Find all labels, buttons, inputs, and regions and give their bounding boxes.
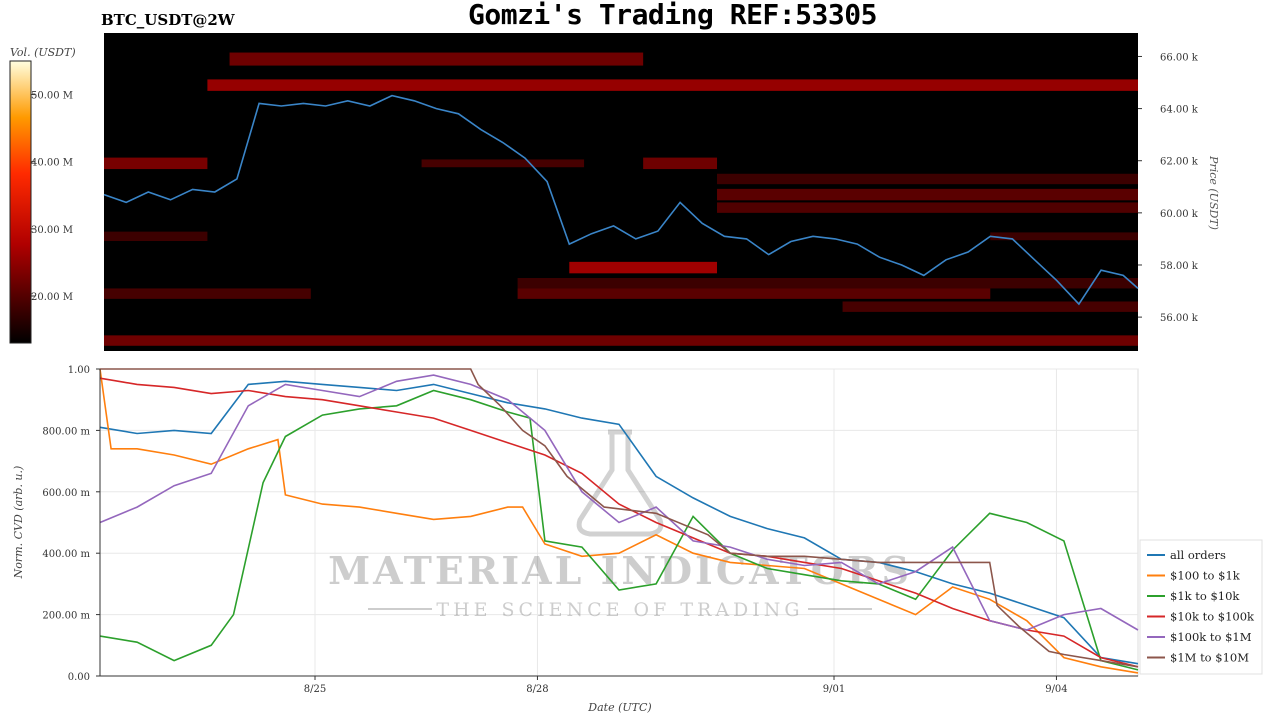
heatmap-band [104,231,208,242]
heatmap-band [421,159,585,168]
price-tick-label: 56.00 k [1160,313,1199,324]
series-line-5 [100,368,1139,668]
series-line-1 [99,368,1139,674]
heatmap-band [104,288,311,299]
chart-title: Gomzi's Trading REF:53305 [468,0,877,31]
x-axis-label: Date (UTC) [587,701,651,714]
y-tick-label: 800.00 m [42,426,90,437]
heatmap-band [990,232,1138,241]
heatmap-band [229,52,644,66]
colorbar-tick-label: 30.00 M [31,225,73,236]
series-line-0 [99,380,1139,665]
heatmap-band [643,157,718,170]
colorbar-tick-label: 40.00 M [31,158,73,169]
colorbar-tick-label: 20.00 M [31,292,73,303]
flask-icon [576,429,664,537]
watermark-brand: MATERIAL INDICATORS [328,548,912,593]
x-tick-label: 8/25 [304,684,326,695]
y-axis-label: Norm. CVD (arb. u.) [12,466,25,580]
heatmap-band [517,288,991,299]
heatmap-band [717,202,1138,213]
legend-entry: $100k to $1M [1170,630,1252,644]
price-axis-label: Price (USDT) [1207,155,1220,230]
x-tick-label: 9/04 [1045,684,1067,695]
series-line-3 [99,377,1139,668]
colorbar [9,60,32,344]
pair-label: BTC_USDT@2W [101,11,235,29]
legend-entry: all orders [1170,548,1226,562]
legend-entry: $10k to $100k [1170,610,1255,624]
heatmap-band [517,278,1138,289]
series-line-2 [99,389,1139,671]
heatmap-band [104,157,208,170]
price-tick-label: 62.00 k [1160,157,1199,168]
legend-entry: $1M to $10M [1170,651,1249,665]
heatmap-band [569,261,718,274]
legend-entry: $100 to $1k [1170,569,1241,583]
price-tick-label: 66.00 k [1160,52,1199,63]
heatmap-band [104,335,1138,346]
heatmap-band [842,301,1138,312]
price-tick-label: 60.00 k [1160,209,1199,220]
price-tick-label: 58.00 k [1160,261,1199,272]
legend [1139,539,1263,675]
y-tick-label: 200.00 m [42,611,90,622]
heatmap-band [717,188,1138,201]
watermark: MATERIAL INDICATORS THE SCIENCE OF TRADI… [328,429,912,621]
x-tick-label: 9/01 [823,684,845,695]
legend-entry: $1k to $10k [1170,589,1240,603]
colorbar-label: Vol. (USDT) [10,46,76,59]
heatmap-band [207,79,1138,91]
y-tick-label: 600.00 m [42,488,90,499]
y-tick-label: 0.00 [68,672,90,683]
x-tick-label: 8/28 [526,684,548,695]
series-line-4 [99,374,1139,631]
colorbar-tick-label: 50.00 M [31,91,73,102]
y-tick-label: 1.00 [68,365,90,376]
heatmap-band [717,173,1138,185]
price-tick-label: 64.00 k [1160,105,1199,116]
watermark-tagline: THE SCIENCE OF TRADING [436,599,803,621]
price-line [103,94,1139,306]
y-tick-label: 400.00 m [42,549,90,560]
